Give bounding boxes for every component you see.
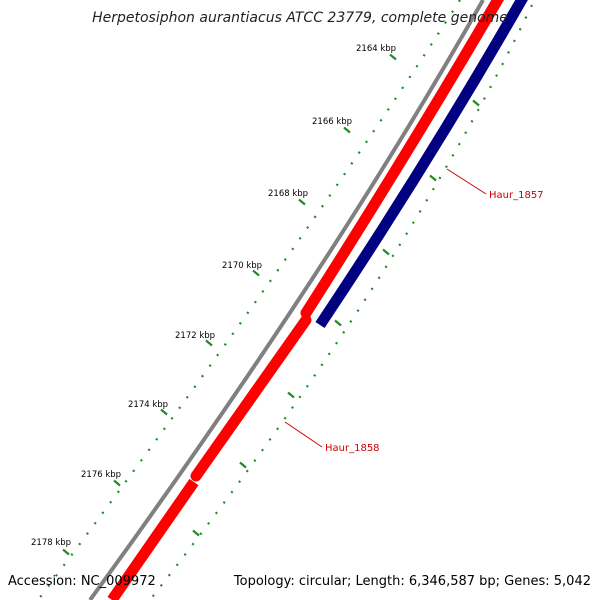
gene-feature-haur-1857[interactable]	[315, 0, 528, 329]
haur-1858-leader-line	[284, 421, 323, 448]
major-tick-mark	[298, 198, 306, 206]
major-tick-mark	[160, 408, 168, 416]
major-tick-mark	[239, 461, 247, 469]
major-tick-mark	[472, 99, 480, 107]
tick-label: 2178 kbp	[31, 538, 71, 548]
major-tick-mark	[113, 479, 121, 487]
tick-label: 2168 kbp	[268, 189, 308, 199]
gene-label-haur-1857[interactable]: Haur_1857	[489, 190, 544, 201]
major-tick-marks	[62, 53, 480, 556]
accession-text: Accession: NC_009972	[8, 574, 156, 589]
major-tick-mark	[62, 548, 70, 556]
tick-label: 2170 kbp	[222, 261, 262, 271]
gene-feature-haur-1858[interactable]	[190, 314, 312, 482]
gene-label-haur-1858[interactable]: Haur_1858	[325, 443, 380, 454]
major-tick-mark	[343, 126, 351, 134]
tick-label: 2164 kbp	[356, 44, 396, 54]
tick-label: 2172 kbp	[175, 331, 215, 341]
gene-feature-forward-3[interactable]	[107, 478, 199, 600]
gene-feature-forward-1[interactable]	[300, 0, 505, 319]
tick-label: 2166 kbp	[312, 117, 352, 127]
major-tick-mark	[205, 339, 213, 347]
major-tick-mark	[382, 248, 390, 256]
major-tick-mark	[429, 174, 437, 182]
tick-label: 2174 kbp	[128, 400, 168, 410]
tick-label: 2176 kbp	[81, 470, 121, 480]
genome-backbone	[88, 0, 485, 600]
major-tick-mark	[252, 269, 260, 277]
major-tick-mark	[192, 529, 200, 537]
genome-summary-text: Topology: circular; Length: 6,346,587 bp…	[233, 574, 591, 589]
major-tick-mark	[334, 319, 342, 327]
major-tick-mark	[287, 391, 295, 399]
haur-1857-leader-line	[446, 168, 487, 195]
map-title: Herpetosiphon aurantiacus ATCC 23779, co…	[92, 10, 508, 26]
major-tick-mark	[389, 53, 397, 61]
outer-tick-track	[37, 0, 461, 600]
